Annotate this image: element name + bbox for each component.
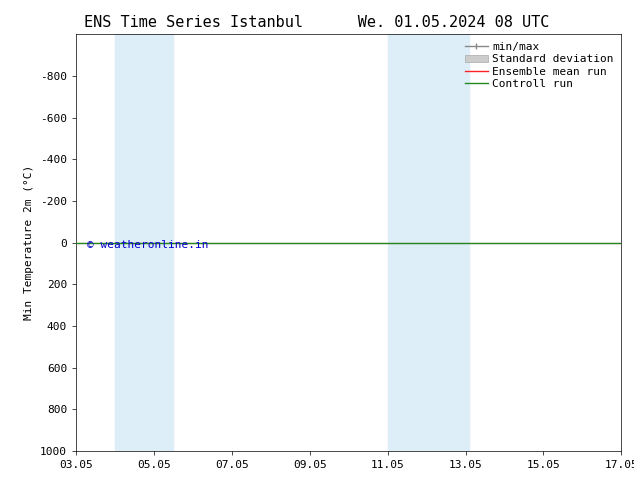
Y-axis label: Min Temperature 2m (°C): Min Temperature 2m (°C): [25, 165, 34, 320]
Text: ENS Time Series Istanbul      We. 01.05.2024 08 UTC: ENS Time Series Istanbul We. 01.05.2024 …: [84, 15, 550, 30]
Text: © weatheronline.in: © weatheronline.in: [87, 241, 209, 250]
Bar: [115, 34, 174, 451]
Legend: min/max, Standard deviation, Ensemble mean run, Controll run: min/max, Standard deviation, Ensemble me…: [463, 40, 616, 91]
Bar: [387, 34, 427, 451]
Bar: [427, 34, 469, 451]
